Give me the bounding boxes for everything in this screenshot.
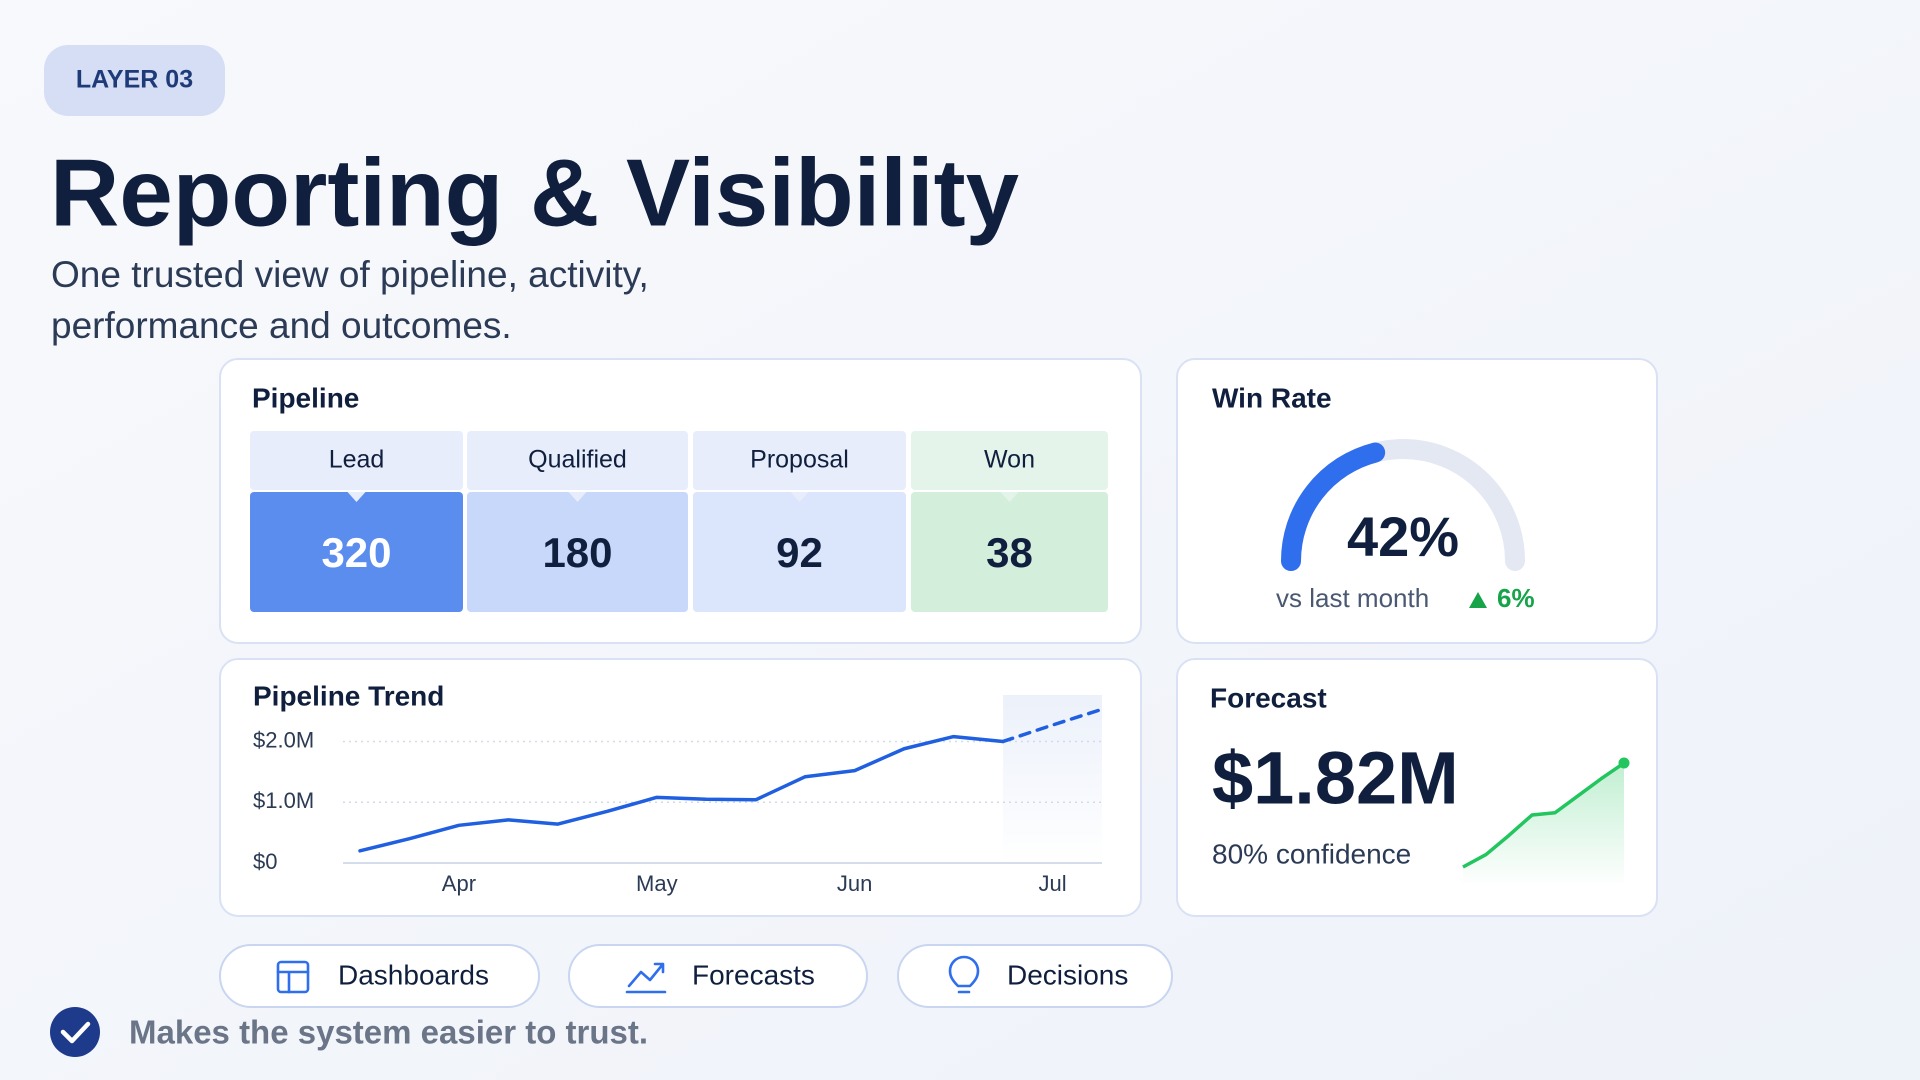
confidence: 80% confidence xyxy=(1212,838,1411,869)
pointer xyxy=(1000,492,1019,502)
card-title: Win Rate xyxy=(1212,382,1332,413)
pointer xyxy=(790,492,809,502)
stage-value: 320 xyxy=(321,529,391,576)
win-rate-card xyxy=(1176,358,1658,644)
badge-text: LAYER 03 xyxy=(76,66,193,94)
gauge-value: 42% xyxy=(1347,505,1459,568)
y-tick-label: $2.0M xyxy=(253,727,314,752)
stage-cell xyxy=(693,492,906,612)
stage-cell xyxy=(911,492,1108,612)
stage-header xyxy=(467,431,688,490)
footer: Makes the system easier to trust. xyxy=(129,1014,648,1051)
stage-header xyxy=(693,431,906,490)
icon xyxy=(276,970,310,994)
y-tick-label: $1.0M xyxy=(253,788,314,813)
line xyxy=(1001,707,1104,744)
gauge-arc xyxy=(1281,442,1386,571)
decisions-button[interactable]: Decisions xyxy=(897,944,1173,1008)
title: Reporting & Visibility xyxy=(50,139,1019,246)
stage-value: 92 xyxy=(776,529,823,576)
icon xyxy=(625,962,667,994)
stage-label: Won xyxy=(984,446,1035,474)
card-title: Forecast xyxy=(1210,682,1327,713)
comparison: vs last month xyxy=(1276,583,1429,613)
trend-card xyxy=(219,658,1142,917)
card-title: Pipeline xyxy=(252,382,359,413)
button-label[interactable]: Dashboards xyxy=(338,959,489,990)
stage-label: Qualified xyxy=(528,446,627,474)
x-tick-label: Jul xyxy=(1038,871,1066,896)
stage-label: Lead xyxy=(329,446,385,474)
change: 6% xyxy=(1497,583,1535,613)
subtitle: One trusted view of pipeline, activity, xyxy=(51,254,649,295)
forecast-zone xyxy=(1003,695,1102,863)
pointer xyxy=(568,492,587,502)
x-tick-label: May xyxy=(636,871,678,896)
subtitle: performance and outcomes. xyxy=(51,305,512,346)
button-label[interactable]: Forecasts xyxy=(692,959,815,990)
pointer xyxy=(347,492,366,502)
dashboards-button[interactable]: Dashboards xyxy=(219,944,540,1008)
spark-area xyxy=(1463,763,1624,887)
stage-cell xyxy=(250,492,463,612)
spark-end xyxy=(1618,757,1630,769)
x-tick-label: Apr xyxy=(442,871,476,896)
sparkline xyxy=(1462,761,1625,869)
stage-value: 180 xyxy=(542,529,612,576)
stage-header xyxy=(911,431,1108,490)
check-mark xyxy=(60,1021,91,1044)
card-title: Pipeline Trend xyxy=(253,680,444,711)
stage-value: 38 xyxy=(986,529,1033,576)
y-tick-label: $0 xyxy=(253,849,277,874)
stage-header xyxy=(250,431,463,490)
forecasts-button[interactable]: Forecasts xyxy=(568,944,868,1008)
stage-label: Proposal xyxy=(750,446,849,474)
check-icon xyxy=(50,1007,100,1057)
forecast-value: $1.82M xyxy=(1212,737,1459,820)
button-label[interactable]: Decisions xyxy=(1007,959,1128,990)
icon xyxy=(948,955,980,994)
icon xyxy=(276,960,310,994)
up-arrow xyxy=(1469,592,1487,608)
stage-cell xyxy=(467,492,688,612)
x-tick-label: Jun xyxy=(837,871,872,896)
line xyxy=(358,734,1005,853)
badge xyxy=(44,45,225,116)
